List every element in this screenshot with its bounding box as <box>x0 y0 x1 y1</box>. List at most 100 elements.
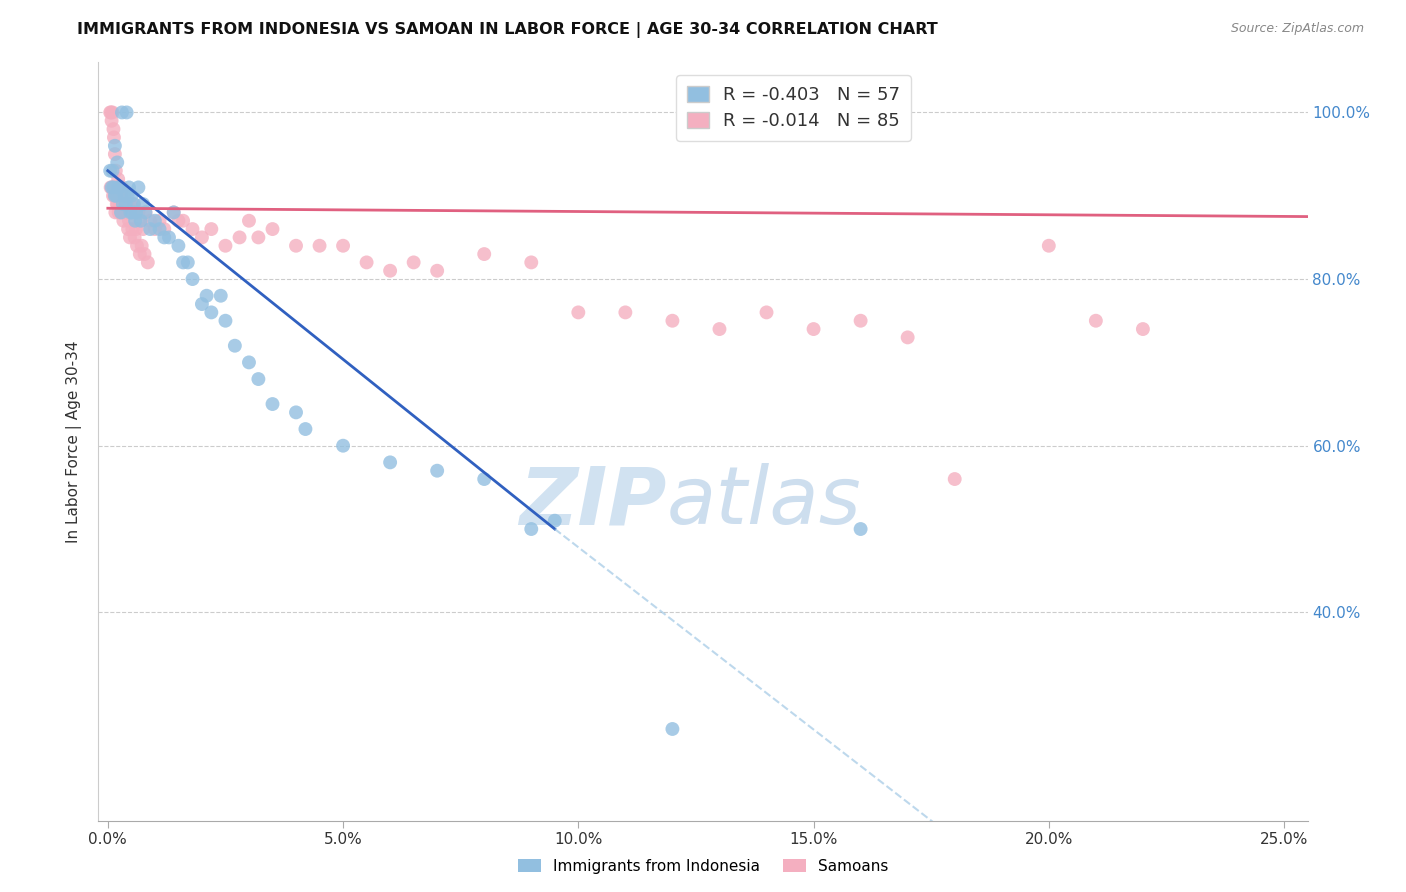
Point <box>101 180 124 194</box>
Point <box>943 472 966 486</box>
Point <box>238 355 260 369</box>
Point <box>520 522 543 536</box>
Point <box>614 305 637 319</box>
Point <box>107 205 129 219</box>
Point <box>132 197 155 211</box>
Point <box>172 213 194 227</box>
Point <box>120 205 142 219</box>
Point <box>104 138 127 153</box>
Text: IMMIGRANTS FROM INDONESIA VS SAMOAN IN LABOR FORCE | AGE 30-34 CORRELATION CHART: IMMIGRANTS FROM INDONESIA VS SAMOAN IN L… <box>77 22 938 38</box>
Point <box>132 222 155 236</box>
Point <box>114 205 136 219</box>
Point <box>149 222 172 236</box>
Point <box>108 180 131 194</box>
Point <box>114 197 136 211</box>
Point <box>195 289 218 303</box>
Point <box>172 255 194 269</box>
Point <box>115 105 138 120</box>
Point <box>472 247 495 261</box>
Point <box>107 172 129 186</box>
Point <box>118 180 141 194</box>
Point <box>104 147 127 161</box>
Point <box>181 222 204 236</box>
Point <box>105 155 128 169</box>
Point <box>101 188 124 202</box>
Point <box>356 255 378 269</box>
Point <box>149 213 172 227</box>
Point <box>128 247 150 261</box>
Text: ZIP: ZIP <box>519 463 666 541</box>
Point <box>100 113 122 128</box>
Point <box>98 163 121 178</box>
Point <box>131 238 153 252</box>
Point <box>139 213 162 227</box>
Point <box>103 188 125 202</box>
Point <box>163 205 186 219</box>
Point <box>110 188 132 202</box>
Point <box>294 422 316 436</box>
Point <box>544 514 567 528</box>
Point <box>426 264 449 278</box>
Point <box>111 197 134 211</box>
Point <box>238 213 260 227</box>
Point <box>181 272 204 286</box>
Text: Source: ZipAtlas.com: Source: ZipAtlas.com <box>1230 22 1364 36</box>
Point <box>120 188 142 202</box>
Point <box>105 188 128 202</box>
Point <box>118 213 141 227</box>
Point <box>661 314 683 328</box>
Point <box>127 205 149 219</box>
Point <box>139 222 162 236</box>
Point <box>402 255 425 269</box>
Point <box>134 247 156 261</box>
Point <box>129 213 152 227</box>
Point <box>167 238 190 252</box>
Point <box>849 314 872 328</box>
Point <box>308 238 330 252</box>
Point <box>110 205 132 219</box>
Point <box>134 205 156 219</box>
Point <box>111 180 134 194</box>
Point <box>125 222 148 236</box>
Point <box>378 264 401 278</box>
Point <box>112 213 135 227</box>
Point <box>127 180 149 194</box>
Point <box>98 105 121 120</box>
Point <box>105 197 128 211</box>
Point <box>426 464 449 478</box>
Point <box>124 230 146 244</box>
Text: atlas: atlas <box>666 463 862 541</box>
Point <box>103 130 125 145</box>
Point <box>105 180 128 194</box>
Point <box>262 222 284 236</box>
Point <box>755 305 778 319</box>
Point <box>214 314 236 328</box>
Point <box>136 255 159 269</box>
Point <box>111 197 134 211</box>
Point <box>209 289 232 303</box>
Point <box>661 722 683 736</box>
Point <box>143 222 166 236</box>
Point <box>1038 238 1060 252</box>
Point <box>262 397 284 411</box>
Point <box>153 222 176 236</box>
Point <box>117 222 139 236</box>
Point <box>112 197 135 211</box>
Point <box>107 197 129 211</box>
Point <box>214 238 236 252</box>
Point <box>134 205 156 219</box>
Point <box>247 230 270 244</box>
Point <box>121 222 143 236</box>
Point <box>108 197 131 211</box>
Point <box>897 330 920 344</box>
Point <box>100 105 122 120</box>
Y-axis label: In Labor Force | Age 30-34: In Labor Force | Age 30-34 <box>66 340 83 543</box>
Point <box>103 122 125 136</box>
Point <box>121 205 143 219</box>
Point <box>200 222 222 236</box>
Point <box>163 205 186 219</box>
Point <box>104 163 127 178</box>
Point <box>228 230 250 244</box>
Point <box>122 197 145 211</box>
Point <box>143 213 166 227</box>
